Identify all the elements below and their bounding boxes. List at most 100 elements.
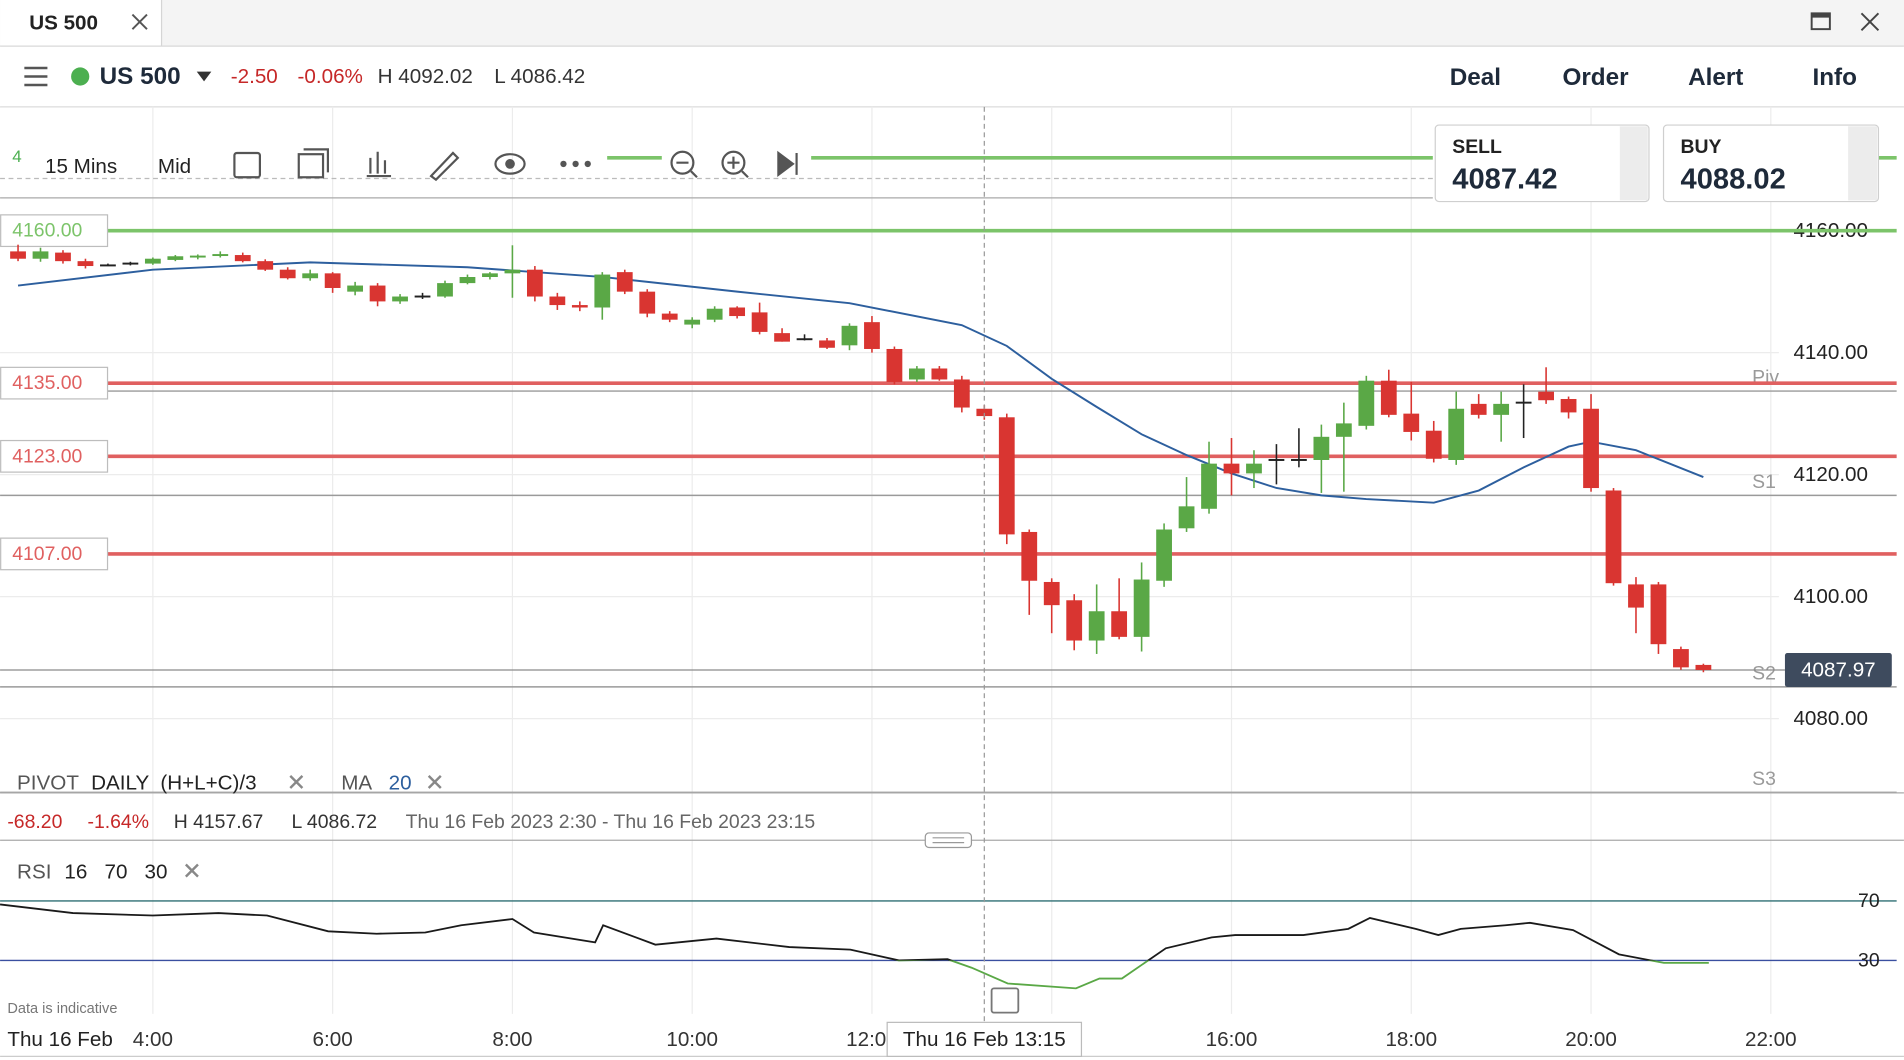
x-tick-label: 6:00 <box>313 1028 353 1051</box>
candle-body <box>1695 664 1712 670</box>
legend-pivot: PIVOT <box>17 772 79 795</box>
sell-box-edge <box>1619 126 1648 201</box>
draw-icon[interactable] <box>429 151 460 182</box>
candle-body <box>392 296 408 302</box>
candle-body <box>482 273 498 278</box>
more-dot[interactable] <box>560 160 567 168</box>
candle-body <box>571 305 588 308</box>
stat-high: H 4157.67 <box>174 811 264 833</box>
candle-body <box>212 254 229 257</box>
stat-change-pct: -1.64% <box>87 811 148 833</box>
candle-body <box>1313 436 1330 460</box>
buy-box[interactable] <box>1662 124 1880 203</box>
candle-body <box>1583 408 1599 489</box>
buy-label[interactable]: BUY <box>1681 136 1722 158</box>
menu-item[interactable]: Info <box>1812 64 1856 91</box>
status-dot <box>71 67 90 86</box>
tab-close[interactable] <box>131 13 148 30</box>
candle-body <box>549 296 566 306</box>
market-name[interactable]: US 500 <box>100 63 181 90</box>
eye-pupil <box>505 159 515 169</box>
candle-body <box>1156 529 1172 581</box>
tab-title[interactable]: US 500 <box>29 12 98 35</box>
pivot-label: S2 <box>1752 663 1776 685</box>
candle-body <box>729 307 746 317</box>
chart-type-icon[interactable] <box>303 148 392 178</box>
panel-resize-handle[interactable] <box>924 832 973 849</box>
more-dot[interactable] <box>584 160 591 168</box>
sell-label[interactable]: SELL <box>1452 136 1502 158</box>
candle-body <box>302 273 319 279</box>
sell-price[interactable]: 4087.42 <box>1452 164 1557 196</box>
level-label-box <box>0 537 109 571</box>
candle-body <box>437 283 453 297</box>
grid-icon[interactable] <box>233 151 261 179</box>
legend-ma-period: 20 <box>389 772 412 795</box>
menu-icon[interactable] <box>24 66 48 87</box>
candle-body <box>189 255 206 258</box>
level-label-box <box>0 439 109 473</box>
more-dot[interactable] <box>572 160 579 168</box>
legend-period: DAILY <box>91 772 149 795</box>
rsi-line <box>0 903 1709 990</box>
candle-body <box>841 325 858 346</box>
toolbar-icons <box>233 148 798 182</box>
calendar-icon[interactable] <box>990 987 1020 1014</box>
candle-body <box>1111 611 1128 637</box>
candle-body <box>369 285 386 302</box>
candle-body <box>1133 579 1150 637</box>
candle-body <box>684 319 701 325</box>
x-tick-label: 16:00 <box>1206 1028 1258 1051</box>
legend-remove[interactable] <box>427 775 442 789</box>
close-window[interactable] <box>1860 12 1880 32</box>
jump-icon[interactable] <box>777 150 798 178</box>
crosshair-label: Thu 16 Feb 13:15 <box>903 1028 1066 1051</box>
candle-body <box>1403 413 1420 432</box>
x-tick-label: 8:00 <box>492 1028 532 1051</box>
indicator-count[interactable]: 4 <box>12 147 21 166</box>
candle-body <box>1493 403 1510 415</box>
legend-remove[interactable] <box>184 863 199 878</box>
market-caret[interactable] <box>196 71 212 82</box>
x-tick-label: 22:00 <box>1745 1028 1797 1051</box>
layout-icon[interactable] <box>297 153 325 179</box>
candle-body <box>774 333 790 342</box>
sell-box[interactable] <box>1434 124 1650 203</box>
buy-price[interactable]: 4088.02 <box>1681 164 1786 196</box>
rsi-lower: 30 <box>145 860 168 883</box>
candle-body <box>1201 463 1217 509</box>
change-pct: -0.06% <box>298 65 363 88</box>
x-tick-label: 4:00 <box>133 1028 173 1051</box>
ma-line <box>17 261 1704 504</box>
tab[interactable] <box>0 0 162 47</box>
y-tick-label: 4140.00 <box>1793 341 1868 364</box>
candle-body <box>1650 584 1667 645</box>
candle-body <box>1628 584 1644 608</box>
candle-body <box>504 269 521 274</box>
price-type[interactable]: Mid <box>158 155 191 178</box>
maximize-button[interactable] <box>1810 12 1831 31</box>
legend-remove[interactable] <box>289 775 304 789</box>
candle-body <box>167 256 184 260</box>
menu-item[interactable]: Order <box>1562 64 1629 91</box>
candle-body <box>1291 459 1307 461</box>
candle-body <box>100 264 116 267</box>
pivot-label: S1 <box>1752 471 1776 493</box>
level-label: 4135.00 <box>12 372 82 394</box>
eye-icon[interactable] <box>494 153 526 175</box>
menu-item[interactable]: Deal <box>1450 64 1501 91</box>
candle-body <box>1515 401 1532 404</box>
menu-item[interactable]: Alert <box>1688 64 1743 91</box>
zoom-in-icon[interactable] <box>721 150 746 175</box>
candle-body <box>639 291 656 314</box>
zoom-out-icon[interactable] <box>670 150 695 175</box>
candle-body <box>279 269 296 279</box>
candle-body <box>661 313 678 320</box>
candle-body <box>1380 380 1397 415</box>
x-tick-label: 10:00 <box>666 1028 718 1051</box>
y-tick-label: 4100.00 <box>1793 585 1868 608</box>
interval[interactable]: 15 Mins <box>45 155 117 178</box>
candle-body <box>122 262 139 265</box>
candle-body <box>77 261 94 267</box>
